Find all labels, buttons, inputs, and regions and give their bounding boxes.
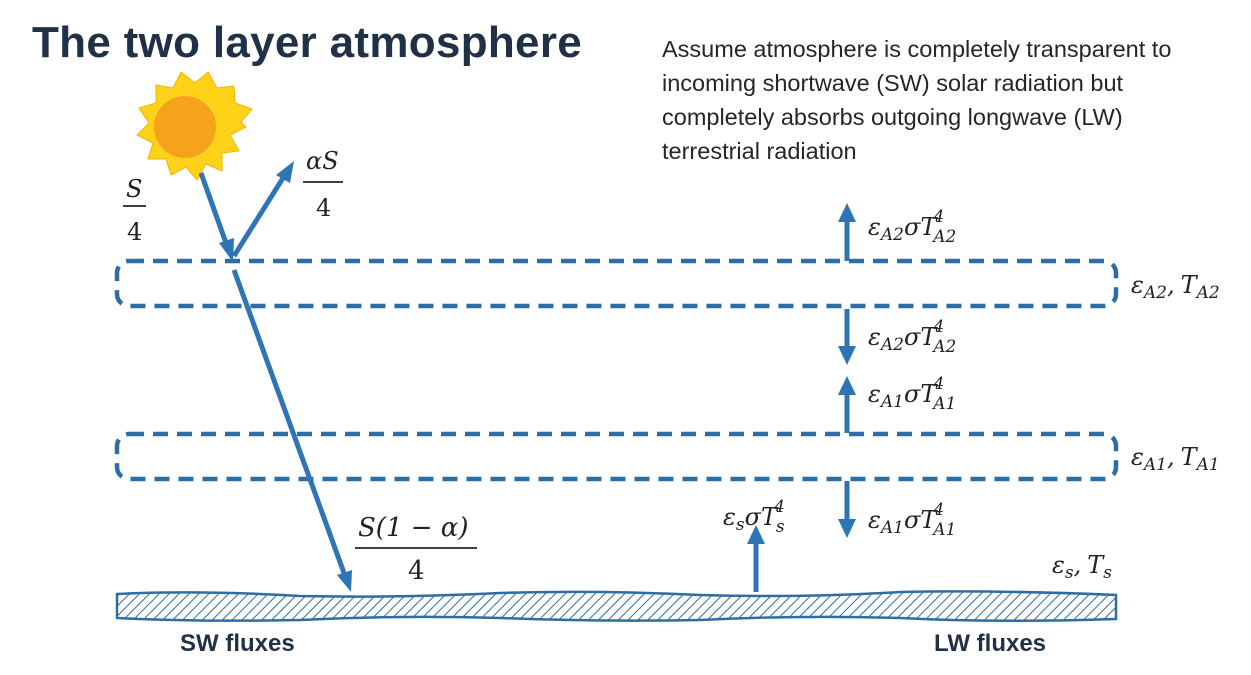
lw-a2-up-label: εA2σT4 A2 (868, 207, 956, 247)
assumption-note: Assume atmosphere is completely transpar… (662, 32, 1242, 168)
transmitted-solar-arrow (231, 269, 347, 574)
fraction-denominator: 4 (316, 194, 331, 222)
layer-a1-properties: εA1, TA1 (1131, 443, 1220, 475)
lw-a1-up-label: εA1σT4 A1 (868, 374, 956, 414)
ground-surface (115, 590, 1118, 623)
fraction-numerator: S(1 − α) (358, 513, 469, 543)
lw-fluxes-label: LW fluxes (934, 630, 1047, 657)
lw-a1-up-arrowhead (838, 376, 856, 395)
note-line: Assume atmosphere is completely transpar… (662, 36, 1172, 62)
incoming-solar-arrowhead (219, 238, 234, 262)
lw-a1-down-arrowhead (838, 519, 856, 538)
lw-a2-up-arrowhead (838, 203, 856, 222)
sun-icon (136, 71, 253, 181)
atmosphere-layer-a1 (114, 431, 1119, 482)
layer-a2-properties: εA2, TA2 (1131, 271, 1220, 303)
lw-a1-down-label: εA1σT4 A1 (868, 500, 956, 540)
note-line: completely absorbs outgoing longwave (LW… (662, 104, 1123, 130)
svg-text:εs,Ts: εs, Ts (1052, 551, 1112, 583)
reflected-solar-arrowhead (276, 161, 294, 183)
absorbed-solar-label: S(1 − α) 4 (355, 513, 477, 586)
lw-a2-down-arrowhead (838, 346, 856, 365)
transmitted-solar-arrowhead (337, 570, 352, 592)
note-line: incoming shortwave (SW) solar radiation … (662, 70, 1124, 96)
reflected-solar-arrow (231, 176, 286, 258)
fraction-denominator: 4 (408, 556, 425, 586)
fraction-numerator: αS (306, 147, 339, 175)
incoming-solar-arrow (198, 172, 229, 244)
note-line: terrestrial radiation (662, 138, 857, 164)
lw-surface-up-arrowhead (747, 525, 765, 544)
reflected-solar-label: αS 4 (303, 147, 343, 222)
lw-a2-down-label: εA2σT4 A2 (868, 317, 956, 357)
fraction-denominator: 4 (127, 218, 142, 246)
svg-text:εA1,TA1: εA1, TA1 (1131, 443, 1220, 475)
fraction-numerator: S (126, 175, 142, 203)
page-title: The two layer atmosphere (32, 18, 583, 67)
svg-text:εA2,TA2: εA2, TA2 (1131, 271, 1220, 303)
surface-properties: εs, Ts (1052, 551, 1112, 583)
lw-surface-up-label: εsσT4 s (723, 497, 785, 537)
sw-fluxes-label: SW fluxes (180, 630, 295, 657)
atmosphere-layer-a2 (114, 258, 1119, 309)
incoming-solar-label: S 4 (123, 175, 146, 246)
